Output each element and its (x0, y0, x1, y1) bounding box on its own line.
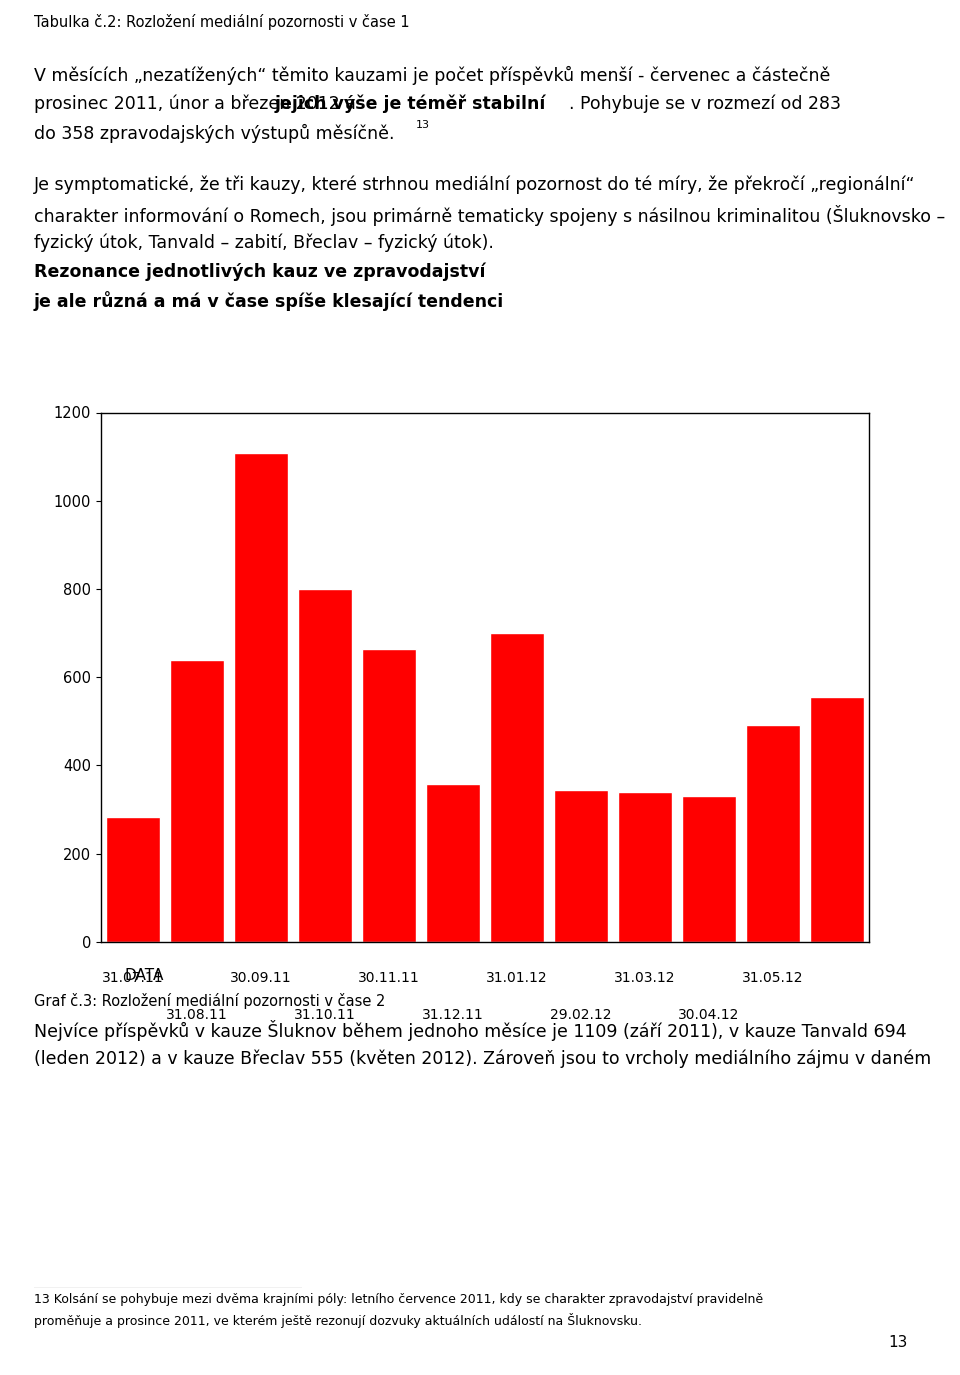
Bar (425, 784, 480, 942)
Bar (298, 588, 352, 942)
Bar (170, 660, 224, 942)
Text: 30.04.12: 30.04.12 (678, 1008, 739, 1022)
Text: do 358 zpravodajských výstupů měsíčně.: do 358 zpravodajských výstupů měsíčně. (34, 124, 395, 143)
Bar (746, 725, 800, 942)
Text: prosinec 2011, únor a březen 2012 a: prosinec 2011, únor a březen 2012 a (34, 95, 361, 113)
Text: (leden 2012) a v kauze Břeclav 555 (květen 2012). Zároveň jsou to vrcholy mediál: (leden 2012) a v kauze Břeclav 555 (květ… (34, 1049, 931, 1067)
Text: 30.11.11: 30.11.11 (358, 971, 420, 984)
Text: Tabulka č.2: Rozložení mediální pozornosti v čase 1: Tabulka č.2: Rozložení mediální pozornos… (34, 14, 409, 30)
Text: . Pohybuje se v rozmezí od 283: . Pohybuje se v rozmezí od 283 (569, 95, 841, 113)
Bar (106, 817, 160, 942)
Bar (682, 796, 736, 942)
Bar (490, 632, 544, 942)
Bar (809, 697, 864, 942)
Bar (554, 789, 608, 942)
Text: fyzický útok, Tanvald – zabití, Břeclav – fyzický útok).: fyzický útok, Tanvald – zabití, Břeclav … (34, 234, 499, 252)
Text: 31.03.12: 31.03.12 (614, 971, 676, 984)
Text: proměňuje a prosince 2011, ve kterém ještě rezonují dozvuky aktuálních událostí : proměňuje a prosince 2011, ve kterém ješ… (34, 1313, 641, 1328)
Text: V měsících „nezatížených“ těmito kauzami je počet příspěvků menší - červenec a č: V měsících „nezatížených“ těmito kauzami… (34, 66, 830, 85)
Text: jejich výše je téměř stabilní: jejich výše je téměř stabilní (275, 95, 546, 113)
Text: 31.01.12: 31.01.12 (486, 971, 547, 984)
Text: Rezonance jednotlivých kauz ve zpravodajství: Rezonance jednotlivých kauz ve zpravodaj… (34, 263, 485, 280)
Text: DATA: DATA (125, 968, 164, 983)
Text: 13: 13 (416, 120, 430, 129)
Text: Nejvíce příspěvků v kauze Šluknov během jednoho měsíce je 1109 (září 2011), v ka: Nejvíce příspěvků v kauze Šluknov během … (34, 1020, 906, 1041)
Text: 31.10.11: 31.10.11 (294, 1008, 355, 1022)
Text: Graf č.3: Rozložení mediální pozornosti v čase 2: Graf č.3: Rozložení mediální pozornosti … (34, 993, 385, 1009)
Text: 13: 13 (888, 1335, 907, 1350)
Text: 31.07.11: 31.07.11 (102, 971, 163, 984)
Text: .: . (481, 292, 487, 309)
Text: charakter informování o Romech, jsou primárně tematicky spojeny s násilnou krimi: charakter informování o Romech, jsou pri… (34, 205, 945, 226)
Text: 31.05.12: 31.05.12 (742, 971, 804, 984)
Bar (617, 792, 672, 942)
Bar (233, 452, 288, 942)
Text: 13 Kolsání se pohybuje mezi dvěma krajními póly: letního července 2011, kdy se c: 13 Kolsání se pohybuje mezi dvěma krajní… (34, 1292, 763, 1305)
Text: 31.08.11: 31.08.11 (166, 1008, 228, 1022)
Bar (362, 649, 416, 942)
Text: je ale různá a má v čase spíše klesající tendenci: je ale různá a má v čase spíše klesající… (34, 292, 504, 312)
Text: 31.12.11: 31.12.11 (422, 1008, 484, 1022)
Text: 30.09.11: 30.09.11 (230, 971, 292, 984)
Text: Je symptomatické, že tři kauzy, které strhnou mediální pozornost do té míry, že : Je symptomatické, že tři kauzy, které st… (34, 176, 915, 194)
Text: 29.02.12: 29.02.12 (550, 1008, 612, 1022)
